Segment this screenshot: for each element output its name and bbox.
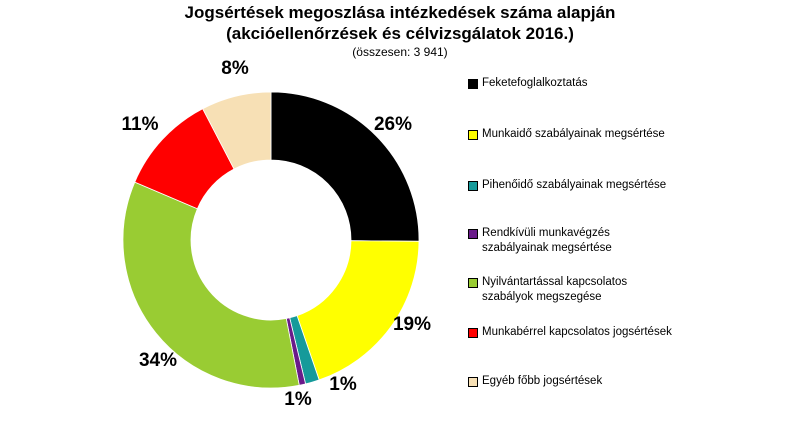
data-label-6: 11% (122, 114, 159, 135)
data-label-5: 34% (139, 350, 177, 371)
legend-item-4: Rendkívüli munkavégzés szabályainak megsé… (468, 226, 768, 256)
legend-label-2: Munkaidő szabályainak megsértése (482, 127, 665, 142)
legend-item-2: Munkaidő szabályainak megsértése (468, 127, 768, 142)
legend-label-4-line-1: Rendkívüli munkavégzés (482, 227, 610, 239)
chart-subtitle: (összesen: 3 941) (352, 45, 448, 59)
legend-label-6-line-1: Munkabérrel kapcsolatos jogsértések (482, 326, 672, 338)
legend-label-3: Pihenőidő szabályainak megsértése (482, 178, 666, 193)
data-label-4: 1% (284, 389, 312, 410)
donut-hole (191, 160, 351, 320)
chart-title: Jogsértések megoszlása intézkedések szám… (0, 2, 800, 44)
legend-swatch-2 (468, 130, 478, 140)
legend-label-2-line-1: Munkaidő szabályainak megsértése (482, 128, 665, 140)
chart-title-line-2: (akcióellenőrzések és célvizsgálatok 201… (226, 24, 574, 43)
chart-title-line-1: Jogsértések megoszlása intézkedések szám… (184, 3, 616, 22)
legend-label-7-line-1: Egyéb főbb jogsértések (482, 375, 603, 387)
legend-label-3-line-1: Pihenőidő szabályainak megsértése (482, 179, 667, 191)
legend-label-1: Feketefoglalkoztatás (482, 76, 587, 91)
legend-item-5: Nyilvántartással kapcsolatos szabályok me… (468, 275, 768, 305)
legend-label-6: Munkabérrel kapcsolatos jogsértések (482, 325, 672, 340)
legend-item-7: Egyéb főbb jogsértések (468, 374, 768, 389)
legend-swatch-7 (468, 377, 478, 387)
legend-item-3: Pihenőidő szabályainak megsértése (468, 178, 768, 193)
legend-item-1: Feketefoglalkoztatás (468, 76, 768, 91)
data-label-1: 26% (374, 114, 412, 135)
legend-swatch-4 (468, 229, 478, 239)
legend-swatch-5 (468, 278, 478, 288)
legend-swatch-1 (468, 79, 478, 89)
legend-swatch-6 (468, 328, 478, 338)
data-label-7: 8% (221, 58, 249, 79)
legend-label-5-line-1: Nyilvántartással kapcsolatos (482, 276, 628, 288)
legend-label-7: Egyéb főbb jogsértések (482, 374, 602, 389)
legend-label-4: Rendkívüli munkavégzés szabályainak megsé… (482, 226, 612, 256)
legend-swatch-3 (468, 181, 478, 191)
legend-label-1-line-1: Feketefoglalkoztatás (482, 77, 588, 89)
data-label-3: 1% (329, 374, 357, 395)
legend-label-5: Nyilvántartással kapcsolatos szabályok me… (482, 275, 627, 305)
legend-label-5-line-2: szabályok megszegése (482, 291, 602, 303)
legend-item-6: Munkabérrel kapcsolatos jogsértések (468, 325, 768, 340)
data-label-2: 19% (393, 314, 431, 335)
legend-label-4-line-2: szabályainak megsértése (482, 242, 612, 254)
